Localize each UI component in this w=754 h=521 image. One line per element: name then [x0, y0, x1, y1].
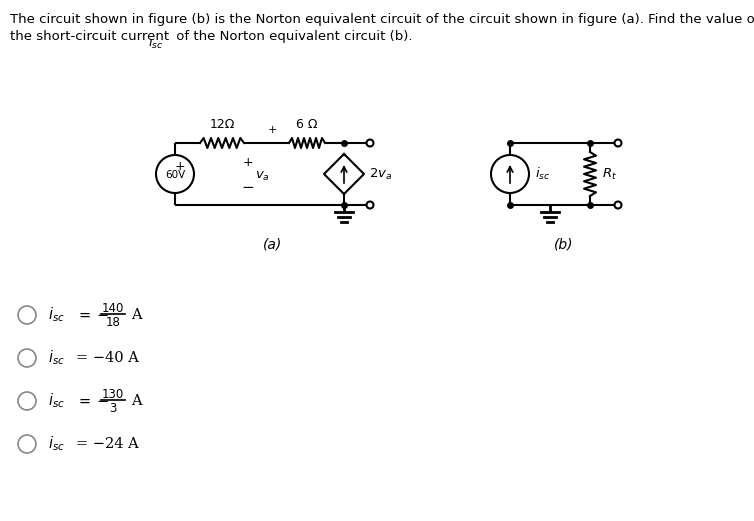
Circle shape: [615, 202, 621, 208]
Circle shape: [18, 349, 36, 367]
Text: $R_t$: $R_t$: [602, 166, 617, 181]
Text: $i_{sc}$: $i_{sc}$: [48, 349, 65, 367]
Text: $= -$: $= -$: [76, 308, 109, 322]
Text: = −40 A: = −40 A: [76, 351, 139, 365]
Text: of the Norton equivalent circuit (b).: of the Norton equivalent circuit (b).: [172, 30, 412, 43]
Text: the short-circuit current: the short-circuit current: [10, 30, 173, 43]
Text: $v_a$: $v_a$: [255, 169, 269, 182]
Text: 60V: 60V: [165, 170, 185, 180]
Text: $i_{sc}$: $i_{sc}$: [48, 435, 65, 453]
Circle shape: [18, 392, 36, 410]
Text: 6 Ω: 6 Ω: [296, 118, 317, 131]
Text: $2v_a$: $2v_a$: [369, 166, 392, 181]
Text: = −24 A: = −24 A: [76, 437, 139, 451]
Circle shape: [615, 140, 621, 146]
Text: 140: 140: [102, 303, 124, 316]
Text: A: A: [131, 394, 142, 408]
Text: $i_{sc}$: $i_{sc}$: [48, 392, 65, 411]
Text: +: +: [243, 155, 253, 168]
Text: 18: 18: [106, 316, 121, 329]
Text: (a): (a): [263, 237, 282, 251]
Circle shape: [18, 306, 36, 324]
Text: $i_{sc}$: $i_{sc}$: [148, 35, 164, 51]
Circle shape: [366, 140, 373, 146]
Text: +: +: [268, 125, 277, 135]
Circle shape: [491, 155, 529, 193]
Text: A: A: [131, 308, 142, 322]
Text: (b): (b): [554, 237, 574, 251]
Text: $= -$: $= -$: [76, 394, 109, 408]
Circle shape: [18, 435, 36, 453]
Text: 3: 3: [109, 402, 117, 415]
Circle shape: [366, 202, 373, 208]
Text: $i_{sc}$: $i_{sc}$: [48, 306, 65, 325]
Circle shape: [156, 155, 194, 193]
Text: −: −: [241, 180, 254, 195]
Text: 130: 130: [102, 389, 124, 402]
Text: +: +: [175, 159, 185, 172]
Text: The circuit shown in figure (b) is the Norton equivalent circuit of the circuit : The circuit shown in figure (b) is the N…: [10, 13, 754, 26]
Text: $i_{sc}$: $i_{sc}$: [535, 166, 550, 182]
Text: 12Ω: 12Ω: [210, 118, 234, 131]
